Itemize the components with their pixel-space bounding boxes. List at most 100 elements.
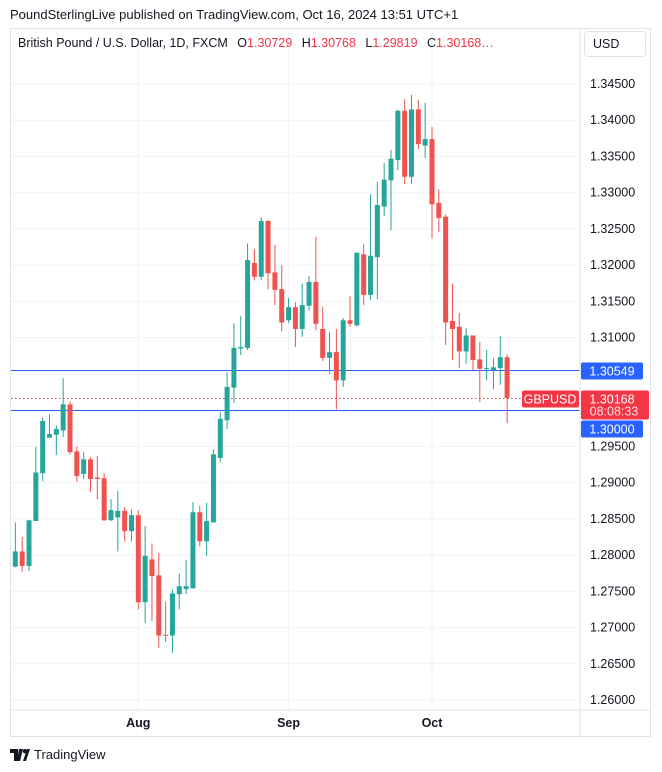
candle-body [292, 307, 298, 329]
candle-body [456, 326, 462, 352]
publisher-line: PoundSterlingLive published on TradingVi… [10, 7, 459, 22]
currency-button[interactable]: USD [584, 31, 646, 57]
candle-body [33, 472, 39, 521]
candle-body [299, 305, 305, 329]
bar-countdown: 08:08:33 [590, 405, 639, 419]
tradingview-logo-icon [10, 748, 30, 761]
close-value: 1.30168… [436, 36, 494, 50]
price-line-label-bg [581, 420, 643, 438]
close-label: C [427, 36, 437, 50]
candle-body [135, 515, 141, 603]
candle-body [204, 520, 210, 542]
candle-body [388, 158, 394, 181]
low-label: L [365, 36, 373, 50]
candle-body [94, 477, 100, 479]
candle-body [402, 110, 408, 177]
candle-body [463, 335, 469, 352]
candle-body [122, 510, 128, 532]
candle-body [361, 254, 367, 295]
candle-body [368, 255, 374, 295]
candle-body [40, 420, 46, 474]
price-tick-label: 1.28500 [590, 512, 635, 526]
candle-body [67, 404, 73, 453]
candle-body [347, 320, 353, 324]
candle-body [81, 459, 87, 474]
candle-body [395, 110, 401, 161]
price-line-label-bg [581, 362, 643, 380]
candle-body [327, 352, 333, 358]
candle-body [217, 418, 223, 458]
tradingview-brand[interactable]: TradingView [10, 747, 106, 762]
candle-body [128, 515, 134, 532]
candle-body [306, 281, 312, 306]
candle-body [333, 352, 339, 381]
price-line-label: 1.30549 [589, 365, 634, 379]
candle-body [497, 357, 503, 369]
price-tick-label: 1.31000 [590, 331, 635, 345]
brand-name: TradingView [34, 747, 106, 762]
candle-body [484, 368, 490, 370]
price-tick-label: 1.28000 [590, 548, 635, 562]
candle-body [12, 551, 18, 567]
candle-body [477, 359, 483, 369]
candle-body [238, 347, 244, 349]
price-tick-label: 1.27000 [590, 621, 635, 635]
candle-body [47, 434, 53, 438]
candle-body [429, 139, 435, 205]
candle-body [490, 367, 496, 371]
candle-body [381, 179, 387, 207]
price-tick-label: 1.26000 [590, 693, 635, 707]
candle-body [251, 263, 257, 277]
candle-body [183, 586, 189, 590]
candle-body [163, 634, 169, 636]
candle-body [176, 586, 182, 595]
symbol-legend: British Pound / U.S. Dollar, 1D, FXCM O1… [18, 36, 494, 50]
candle-body [258, 220, 264, 277]
last-price-label-bg [581, 390, 649, 420]
time-tick-label: Oct [422, 716, 444, 730]
candle-body [279, 289, 285, 323]
candle-body [422, 139, 428, 146]
candle-body [19, 551, 25, 566]
candle-body [11, 547, 12, 587]
candle-body [470, 335, 476, 361]
candle-body [245, 260, 251, 348]
candle-body [286, 307, 292, 321]
price-tick-label: 1.33000 [590, 186, 635, 200]
candle-body [340, 320, 346, 381]
price-tick-label: 1.27500 [590, 584, 635, 598]
price-tick-label: 1.31500 [590, 294, 635, 308]
open-label: O [237, 36, 248, 50]
candle-body [313, 281, 319, 324]
candle-body [265, 220, 271, 274]
price-tick-label: 1.26500 [590, 657, 635, 671]
candle-body [115, 510, 121, 518]
price-tick-label: 1.34500 [590, 77, 635, 91]
price-tick-label: 1.29500 [590, 439, 635, 453]
price-tick-label: 1.32500 [590, 222, 635, 236]
candle-body [210, 454, 216, 523]
candle-body [101, 478, 107, 521]
price-line-label: 1.30000 [589, 423, 634, 437]
candle-body [142, 555, 148, 603]
candle-body [53, 428, 59, 435]
chart-frame [10, 28, 651, 737]
symbol-tag-bg [522, 390, 579, 408]
price-tick-label: 1.29000 [590, 476, 635, 490]
high-label: H [301, 36, 311, 50]
low-value: 1.29819 [372, 36, 418, 50]
candle-body [169, 593, 175, 636]
price-tick-label: 1.33500 [590, 149, 635, 163]
candle-body [108, 510, 114, 521]
candle-body [197, 512, 203, 542]
candle-body [374, 205, 380, 258]
candle-body [504, 357, 510, 398]
open-value: 1.30729 [247, 36, 293, 50]
high-value: 1.30768 [310, 36, 356, 50]
price-tick-label: 1.32000 [590, 258, 635, 272]
price-tick-label: 1.34000 [590, 113, 635, 127]
candle-body [443, 216, 449, 323]
candle-body [149, 559, 155, 577]
candle-body [354, 252, 360, 326]
